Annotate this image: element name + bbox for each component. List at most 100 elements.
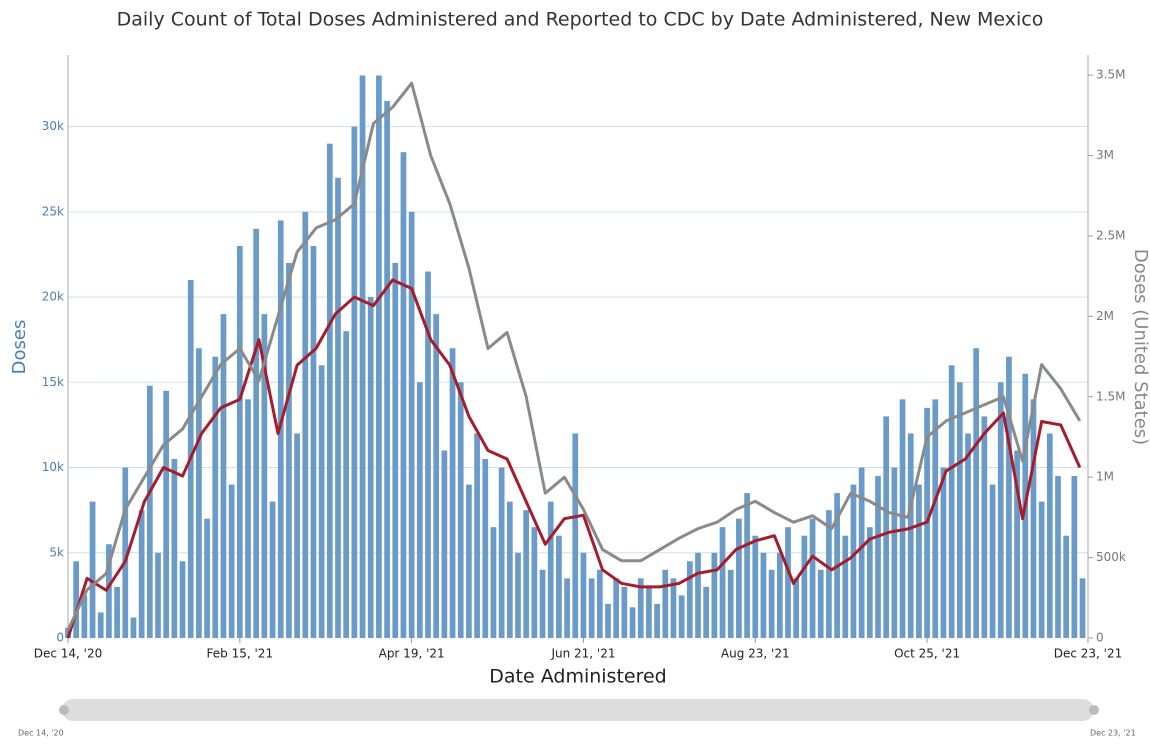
bar xyxy=(416,382,423,638)
bar xyxy=(891,467,898,638)
bar xyxy=(286,262,292,638)
y-tick-label: 25k xyxy=(42,204,64,218)
bar xyxy=(425,271,431,638)
navigator-track[interactable] xyxy=(62,699,1094,721)
bar xyxy=(801,535,808,638)
bar xyxy=(1038,501,1045,638)
bar xyxy=(302,211,309,638)
bar xyxy=(866,527,873,638)
y-tick-label: 5k xyxy=(49,545,64,559)
bar xyxy=(613,578,620,638)
bar xyxy=(556,535,562,638)
bar xyxy=(106,544,112,638)
bar xyxy=(817,569,824,638)
bar xyxy=(146,385,153,638)
bar xyxy=(351,126,358,638)
bar xyxy=(130,617,137,638)
bar xyxy=(965,433,971,638)
bar xyxy=(1030,399,1037,638)
line xyxy=(66,278,1082,639)
navigator-label: Dec 23, '21 xyxy=(1090,729,1136,738)
bar xyxy=(670,578,677,638)
bar xyxy=(122,467,129,638)
bar xyxy=(236,245,243,638)
bar xyxy=(997,382,1004,638)
bar xyxy=(605,603,611,638)
bar xyxy=(228,484,235,638)
bar xyxy=(245,399,251,638)
navigator-handle[interactable] xyxy=(59,705,69,715)
bar xyxy=(932,399,939,638)
bar xyxy=(89,501,96,638)
chart-title: Daily Count of Total Doses Administered … xyxy=(117,9,1044,31)
bar xyxy=(752,535,759,638)
bar xyxy=(400,152,407,638)
bar xyxy=(204,518,210,638)
y2-tick-label: 0 xyxy=(1096,631,1104,645)
bar xyxy=(637,578,644,638)
bar xyxy=(179,561,186,638)
y2-axis-title: Doses (United States) xyxy=(1130,249,1150,445)
x-tick-label: Jun 21, '21 xyxy=(550,647,615,661)
bar xyxy=(97,612,104,638)
bar xyxy=(711,552,718,638)
bar xyxy=(564,578,570,638)
bar xyxy=(515,552,521,638)
bar xyxy=(474,433,480,638)
bar xyxy=(1046,433,1053,638)
bar xyxy=(482,459,489,638)
bar xyxy=(588,578,595,638)
y-tick-label: 0 xyxy=(56,631,64,645)
bar xyxy=(646,586,652,638)
bar xyxy=(572,433,579,638)
bar xyxy=(686,561,693,638)
bar xyxy=(678,595,685,638)
bar xyxy=(736,518,742,638)
bar xyxy=(703,586,710,638)
bar xyxy=(883,416,890,638)
bar xyxy=(973,348,980,638)
bar xyxy=(196,348,202,638)
bar xyxy=(596,569,603,638)
bar xyxy=(294,433,300,638)
navigator-handle[interactable] xyxy=(1089,705,1099,715)
y2-tick-label: 1.5M xyxy=(1096,389,1125,403)
bar xyxy=(318,365,325,638)
bar xyxy=(171,459,178,638)
bar xyxy=(506,501,513,638)
y2-tick-label: 2M xyxy=(1096,309,1114,323)
bar xyxy=(466,484,472,638)
bar xyxy=(73,561,80,638)
bar xyxy=(695,552,701,638)
y2-tick-label: 3M xyxy=(1096,148,1114,162)
bar xyxy=(940,467,947,638)
bar xyxy=(629,607,636,638)
bar xyxy=(539,569,546,638)
bar xyxy=(490,527,497,638)
bar xyxy=(981,416,988,638)
bar xyxy=(875,476,881,638)
bar xyxy=(359,75,366,639)
bar xyxy=(343,331,350,638)
bar xyxy=(138,510,145,638)
bar xyxy=(956,382,963,638)
x-tick-label: Apr 19, '21 xyxy=(379,647,445,661)
x-tick-label: Dec 14, '20 xyxy=(34,647,103,661)
bar xyxy=(531,527,538,638)
y2-tick-label: 500k xyxy=(1096,550,1126,564)
bar xyxy=(65,627,71,638)
bar xyxy=(376,75,382,639)
bar xyxy=(408,211,415,638)
bar xyxy=(114,586,120,638)
bar xyxy=(826,510,832,638)
y2-tick-label: 3.5M xyxy=(1096,68,1125,82)
bar xyxy=(367,297,374,638)
bar xyxy=(850,484,857,638)
bar xyxy=(768,569,775,638)
bar xyxy=(744,493,750,638)
y-tick-label: 10k xyxy=(42,460,64,474)
bar xyxy=(654,603,660,638)
bar xyxy=(727,569,734,638)
bar xyxy=(858,467,865,638)
bar xyxy=(899,399,906,638)
